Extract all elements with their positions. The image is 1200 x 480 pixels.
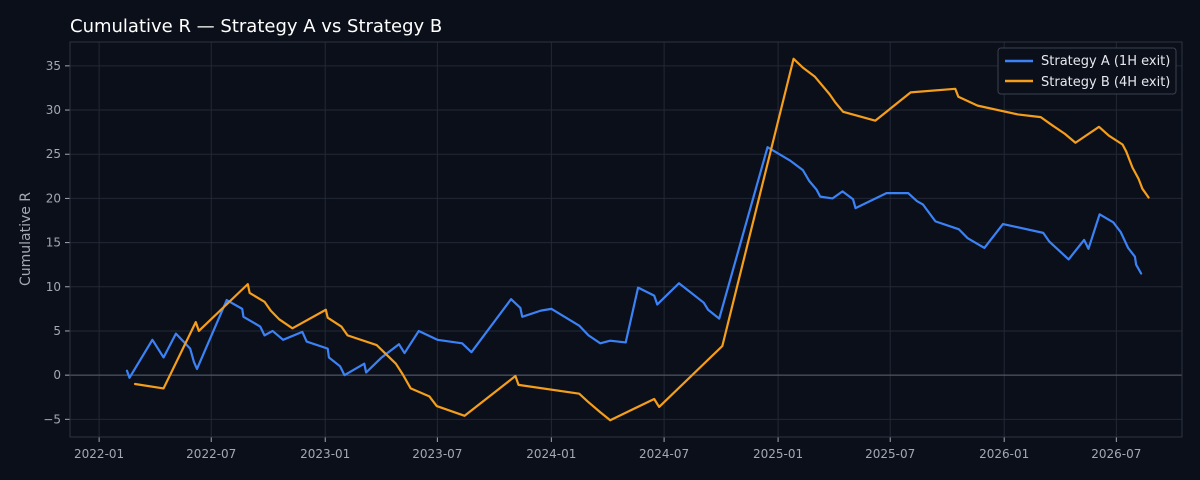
legend-label-strategy-b: Strategy B (4H exit) bbox=[1041, 75, 1170, 90]
y-axis-label: Cumulative R bbox=[18, 192, 34, 286]
y-tick-label: 0 bbox=[53, 368, 61, 382]
x-tick-label: 2026-07 bbox=[1091, 447, 1141, 461]
legend-label-strategy-a: Strategy A (1H exit) bbox=[1041, 54, 1170, 69]
x-tick-label: 2022-07 bbox=[186, 447, 236, 461]
x-tick-label: 2022-01 bbox=[74, 447, 124, 461]
x-tick-label: 2023-07 bbox=[412, 447, 462, 461]
y-tick-label: 25 bbox=[46, 147, 61, 161]
plot-frame bbox=[69, 41, 1183, 438]
y-tick-label: 35 bbox=[46, 59, 61, 73]
legend: Strategy A (1H exit) Strategy B (4H exit… bbox=[997, 47, 1177, 95]
y-tick-label: 15 bbox=[46, 236, 61, 250]
x-tick-label: 2025-07 bbox=[865, 447, 915, 461]
series-line-strategy-b bbox=[133, 57, 1150, 422]
x-tick-label: 2024-07 bbox=[639, 447, 689, 461]
x-axis-ticks: 2022-01 2022-07 2023-01 2023-07 2024-01 2024-… bbox=[74, 437, 1141, 461]
y-axis-ticks: −5 0 5 10 15 20 25 30 35 bbox=[43, 59, 70, 426]
x-tick-label: 2026-01 bbox=[979, 447, 1029, 461]
series-line-strategy-a bbox=[125, 146, 1143, 379]
x-tick-label: 2023-01 bbox=[300, 447, 350, 461]
chart-title: Cumulative R — Strategy A vs Strategy B bbox=[70, 16, 442, 37]
y-tick-label: 20 bbox=[46, 191, 61, 205]
y-tick-label: 5 bbox=[53, 324, 61, 338]
y-tick-label: 30 bbox=[46, 103, 61, 117]
x-tick-label: 2024-01 bbox=[526, 447, 576, 461]
y-tick-label: −5 bbox=[43, 412, 61, 426]
grid bbox=[70, 42, 1182, 437]
x-tick-label: 2025-01 bbox=[753, 447, 803, 461]
y-tick-label: 10 bbox=[46, 280, 61, 294]
legend-box bbox=[997, 47, 1177, 95]
series-lines bbox=[125, 57, 1150, 422]
